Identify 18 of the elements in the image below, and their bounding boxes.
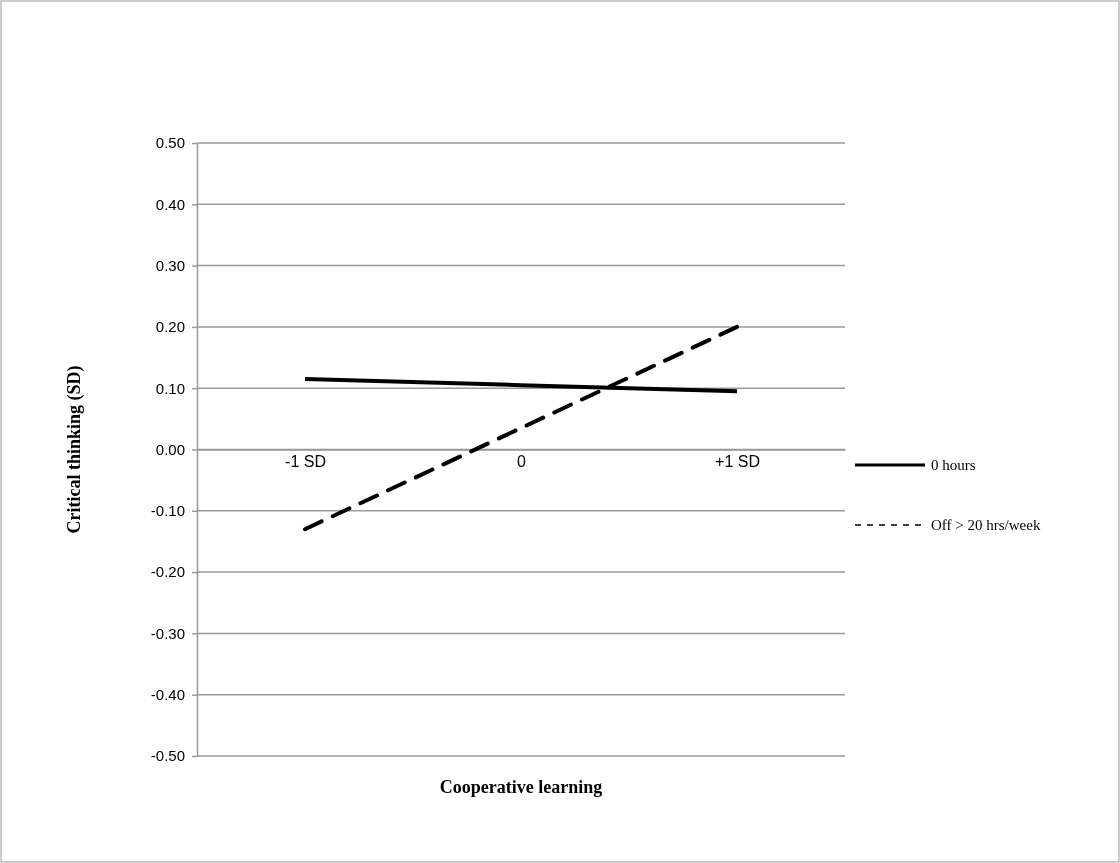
y-tick-label: -0.40 bbox=[150, 686, 185, 703]
legend-label: Off > 20 hrs/week bbox=[931, 517, 1041, 533]
y-tick-label: 0.50 bbox=[155, 134, 185, 152]
y-tick-label: 0.20 bbox=[155, 318, 185, 336]
y-tick-label: 0.30 bbox=[155, 256, 185, 274]
y-tick-label: -0.20 bbox=[150, 563, 185, 581]
x-tick-label: 0 bbox=[517, 452, 527, 470]
y-tick-label: 0.10 bbox=[155, 379, 185, 397]
x-axis-title: Cooperative learning bbox=[439, 777, 603, 797]
y-tick-label: -0.10 bbox=[150, 502, 185, 520]
x-tick-label: -1 SD bbox=[285, 452, 326, 470]
y-axis-title: Critical thinking (SD) bbox=[64, 365, 85, 534]
y-tick-label: 0.40 bbox=[155, 195, 185, 213]
y-tick-label: -0.30 bbox=[150, 624, 185, 642]
legend-label: 0 hours bbox=[931, 457, 976, 473]
x-tick-label: +1 SD bbox=[715, 452, 760, 470]
y-tick-label: -0.50 bbox=[150, 747, 185, 765]
y-tick-label: 0.00 bbox=[155, 440, 185, 458]
